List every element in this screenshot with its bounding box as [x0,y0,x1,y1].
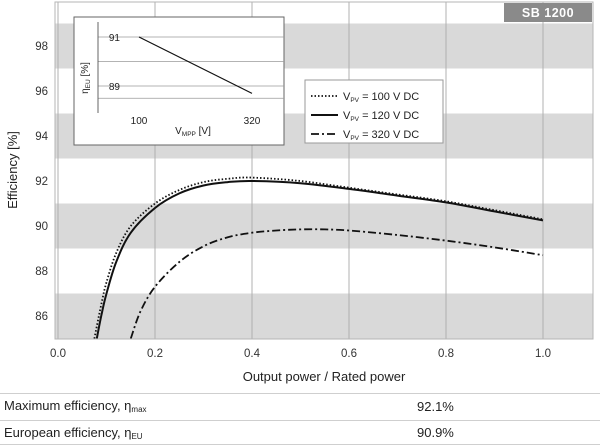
x-tick-label: 0.6 [341,348,357,360]
inset-x-axis-title: VMPP [V] [175,126,211,138]
series-line-2 [95,179,544,339]
x-tick-label: 0.4 [244,348,261,360]
legend-label-3: VPV = 320 V DC [343,129,419,142]
x-tick-label: 0.2 [147,348,163,360]
inset-x-tick-label: 100 [131,116,148,127]
inset-y-axis-title: ηEU [%] [80,62,92,94]
inset-grid [97,22,284,113]
x-axis-title: Output power / Rated power [243,369,406,384]
series-line-1 [93,176,544,339]
series-line-3 [129,228,544,339]
inset-frame [73,16,285,146]
y-tick-label: 96 [35,86,48,98]
inset-y-tick-label: 91 [109,33,121,44]
y-tick-label: 90 [35,221,48,233]
x-tick-label: 0.8 [438,348,454,360]
inset-line [138,36,253,94]
max-efficiency-label: Maximum efficiency, ηmax [4,398,147,414]
inset-y-tick-labels: 91 89 [109,33,121,93]
max-efficiency-value: 92.1% [417,398,454,414]
eu-efficiency-label: European efficiency, ηEU [4,424,143,441]
series-lines [93,176,544,339]
legend-label-1: VPV = 100 V DC [343,91,419,104]
plot-frame [54,1,594,340]
legend: VPV = 100 V DC VPV = 120 V DC VPV = 320 V … [304,79,444,144]
max-efficiency-row: Maximum efficiency, ηmax 92.1% [0,393,600,418]
x-tick-label: 0.0 [50,348,66,360]
model-badge-text: SB 1200 [522,6,574,20]
y-tick-label: 92 [35,176,48,188]
y-tick-label: 88 [35,266,48,278]
y-tick-label: 94 [35,131,48,143]
inset-x-tick-labels: 100 320 [131,116,261,127]
y-tick-labels: 86 88 90 92 94 96 98 [35,41,48,323]
eu-efficiency-value: 90.9% [417,425,454,440]
inset-y-tick-label: 89 [109,82,121,93]
band-3 [55,293,593,339]
inset-series [138,36,253,94]
inset-chart: 91 89 100 320 ηEU [%] VMPP [V] [73,16,285,146]
y-axis-title: Efficiency [%] [5,131,20,209]
y-tick-label: 98 [35,41,48,53]
x-tick-label: 1.0 [535,348,551,360]
eu-efficiency-row: European efficiency, ηEU 90.9% [0,420,600,445]
y-tick-label: 86 [35,311,48,323]
model-badge: SB 1200 [504,3,592,22]
inset-x-tick-label: 320 [244,116,261,127]
x-tick-labels: 0.0 0.2 0.4 0.6 0.8 1.0 [50,348,551,360]
efficiency-chart: 86 88 90 92 94 96 98 0.0 0.2 0.4 0.6 0.8 1.0 Effici… [5,1,594,384]
legend-frame [304,79,444,144]
legend-label-2: VPV = 120 V DC [343,110,419,123]
